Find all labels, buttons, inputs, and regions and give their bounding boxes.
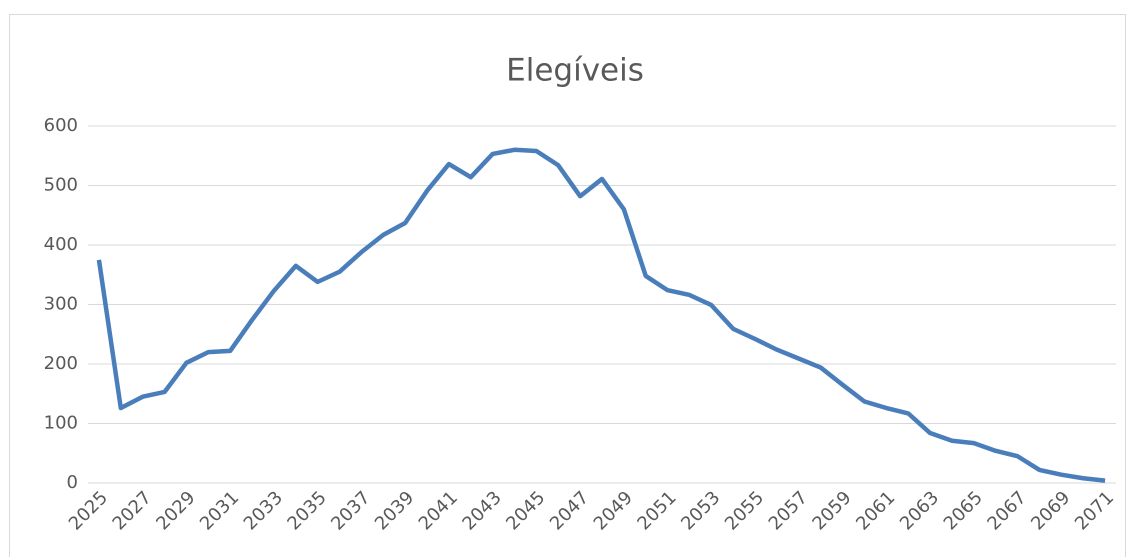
chart-frame (9, 14, 1126, 557)
y-tick-label: 300 (44, 294, 78, 315)
y-tick-label: 600 (44, 115, 78, 136)
line (96, 147, 1106, 483)
y-tick-label: 0 (67, 472, 78, 493)
y-tick-label: 500 (44, 175, 78, 196)
y-tick-label: 200 (44, 353, 78, 374)
chart-title: Elegíveis (506, 53, 644, 89)
y-tick-label: 400 (44, 234, 78, 255)
y-tick-label: 100 (44, 413, 78, 434)
